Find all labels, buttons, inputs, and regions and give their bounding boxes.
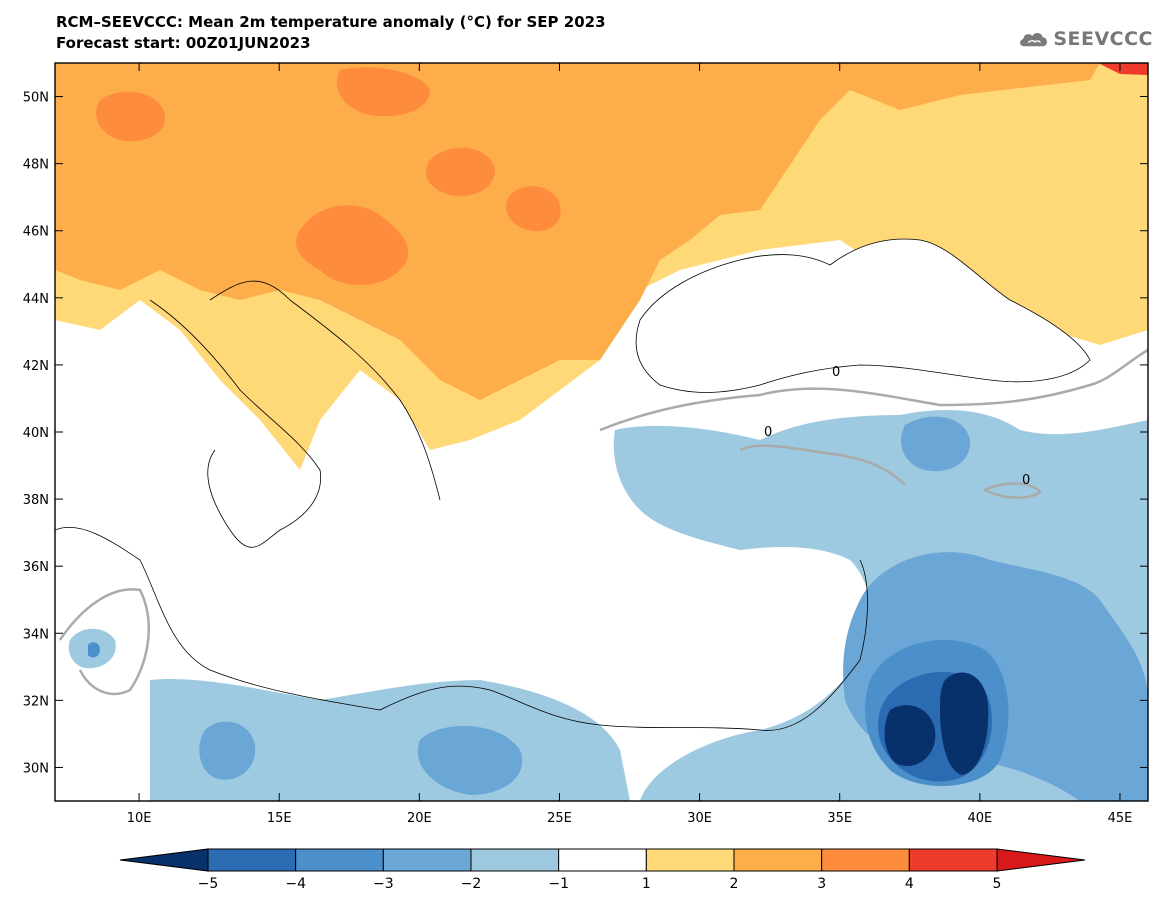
contour-label: 0 <box>1022 473 1030 488</box>
colorbar-box <box>558 848 647 872</box>
zero-contour <box>982 482 1042 499</box>
colorbar-label: 5 <box>993 876 1002 892</box>
mediterranean-coastline <box>55 526 868 731</box>
colorbar-box <box>295 848 384 872</box>
lat-tick-label: 48N <box>23 158 49 173</box>
zero-contour <box>739 444 906 486</box>
adriatic-coastline <box>209 280 441 501</box>
seevccc-logo: SEEVCCC <box>1018 22 1153 56</box>
warm-anomaly-3-4 <box>426 147 495 197</box>
map-title-block: RCM–SEEVCCC: Mean 2m temperature anomaly… <box>56 12 606 54</box>
lat-tick-label: 42N <box>23 359 49 374</box>
lat-tick-label: 50N <box>23 91 49 106</box>
contour-label: 0 <box>832 365 840 380</box>
lon-tick-label: 35E <box>827 811 852 826</box>
black-sea <box>635 238 1091 393</box>
longitude-axis: 10E 15E 20E 25E 30E 35E 40E 45E <box>127 63 1133 826</box>
warm-anomaly-4-5 <box>1098 63 1148 75</box>
colorbar-box <box>908 848 998 872</box>
warm-anomaly-2-3 <box>55 63 1100 400</box>
map-plot-area: 0 0 0 <box>55 63 1148 801</box>
lat-tick-label: 34N <box>23 627 49 642</box>
lat-tick-label: 30N <box>23 761 49 776</box>
lon-tick-label: 30E <box>687 811 712 826</box>
warm-anomaly-3-4 <box>506 186 561 232</box>
colorbar-box <box>207 848 297 872</box>
cold-anomaly-below-5 <box>884 705 936 766</box>
latitude-axis: 50N 48N 46N 44N 42N 40N 38N 36N 34N 32N 30N <box>23 91 1148 776</box>
colorbar-label: 2 <box>730 876 739 892</box>
colorbar-label: −5 <box>198 876 219 892</box>
lon-tick-label: 40E <box>967 811 992 826</box>
cold-anomaly-2-3 <box>901 416 971 472</box>
lon-tick-label: 15E <box>267 811 292 826</box>
lat-tick-label: 36N <box>23 560 49 575</box>
colorbar: −5 −4 −3 −2 −1 1 2 3 4 5 <box>119 848 1086 892</box>
lat-tick-label: 38N <box>23 493 49 508</box>
colorbar-label: 1 <box>642 876 651 892</box>
lon-tick-label: 20E <box>407 811 432 826</box>
colorbar-box <box>645 848 735 872</box>
zero-contour <box>58 588 150 696</box>
colorbar-min-triangle <box>119 848 209 872</box>
colorbar-box <box>821 848 910 872</box>
cold-anomaly-3-4 <box>88 642 100 658</box>
colorbar-label: −4 <box>285 876 306 892</box>
warm-anomaly-3-4 <box>96 91 166 142</box>
contour-label: 0 <box>764 425 772 440</box>
lon-tick-label: 10E <box>127 811 152 826</box>
colorbar-label: −2 <box>461 876 482 892</box>
colorbar-label: 4 <box>905 876 914 892</box>
colorbar-max-triangle <box>996 848 1086 872</box>
italy-coastline <box>149 299 322 548</box>
lat-tick-label: 32N <box>23 694 49 709</box>
cold-anomaly-2-3 <box>417 726 523 795</box>
colorbar-box <box>733 848 823 872</box>
map-title: RCM–SEEVCCC: Mean 2m temperature anomaly… <box>56 13 606 31</box>
warm-anomaly-3-4 <box>296 205 409 285</box>
cloud-icon <box>1020 32 1047 47</box>
lon-tick-label: 25E <box>547 811 572 826</box>
lon-tick-label: 45E <box>1108 811 1133 826</box>
forecast-start: Forecast start: 00Z01JUN2023 <box>56 34 311 52</box>
colorbar-box <box>470 848 560 872</box>
lat-tick-label: 46N <box>23 225 49 240</box>
cold-anomaly-2-3 <box>199 721 256 780</box>
colorbar-label: −1 <box>548 876 569 892</box>
lat-tick-label: 40N <box>23 426 49 441</box>
logo-text: SEEVCCC <box>1053 28 1153 50</box>
colorbar-box <box>382 848 472 872</box>
colorbar-label: −3 <box>373 876 394 892</box>
colorbar-label: 3 <box>817 876 826 892</box>
lat-tick-label: 44N <box>23 292 49 307</box>
zero-contour <box>599 348 1148 432</box>
warm-anomaly-3-4 <box>336 67 430 117</box>
cold-anomaly-below-5 <box>940 672 989 775</box>
